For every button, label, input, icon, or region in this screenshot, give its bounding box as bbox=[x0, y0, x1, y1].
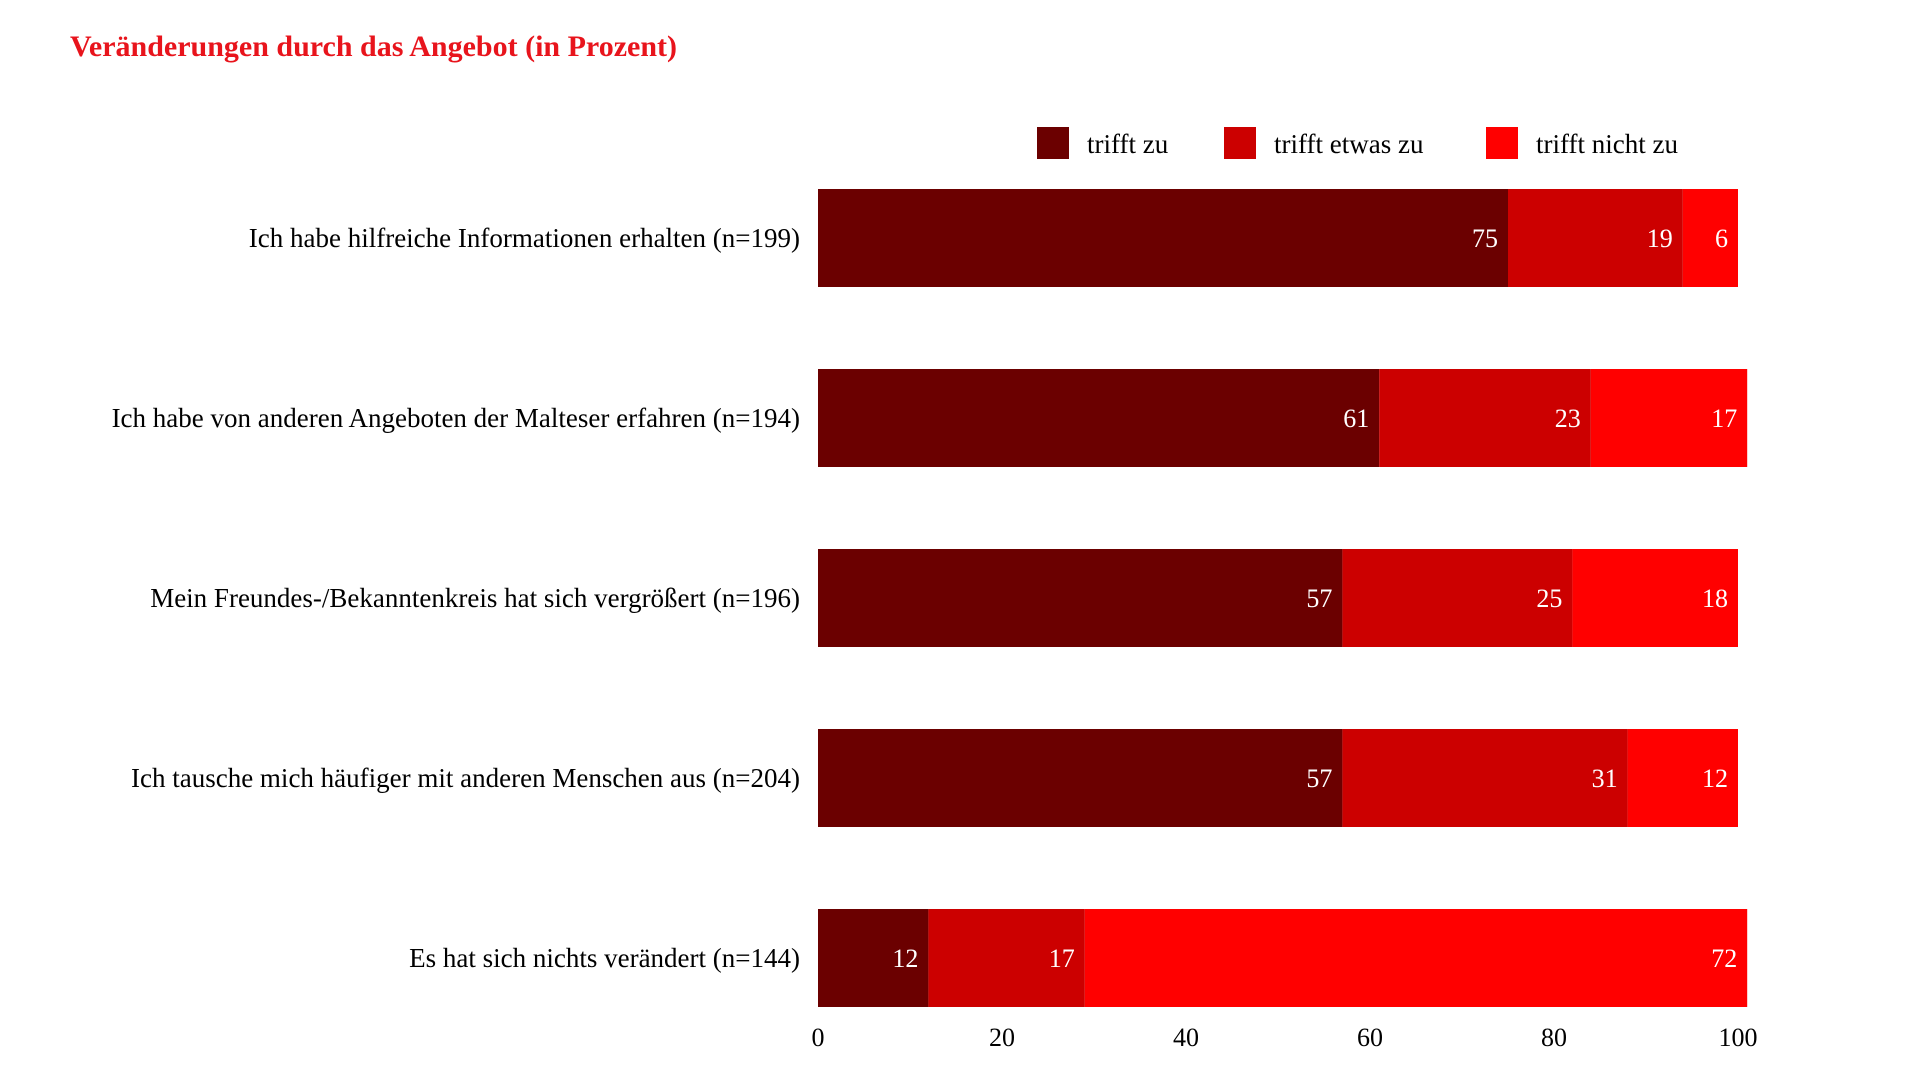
legend-swatch bbox=[1224, 127, 1256, 159]
x-axis: 0 20 40 60 80 100 bbox=[812, 1023, 1758, 1052]
category-label: Ich habe hilfreiche Informationen erhalt… bbox=[249, 223, 800, 253]
legend: trifft zu trifft etwas zu trifft nicht zu bbox=[1037, 127, 1678, 159]
data-label: 57 bbox=[1306, 764, 1332, 793]
data-label: 12 bbox=[1702, 764, 1728, 793]
data-label: 17 bbox=[1049, 944, 1075, 973]
data-label: 23 bbox=[1555, 404, 1581, 433]
bar-segment bbox=[1627, 729, 1738, 827]
bar-segment bbox=[928, 909, 1085, 1007]
data-label: 57 bbox=[1306, 584, 1332, 613]
legend-label: trifft nicht zu bbox=[1536, 129, 1678, 159]
x-tick-label: 20 bbox=[989, 1023, 1015, 1052]
bar-segment bbox=[1572, 549, 1738, 647]
legend-swatch bbox=[1486, 127, 1518, 159]
category-label: Mein Freundes-/Bekanntenkreis hat sich v… bbox=[150, 583, 800, 613]
x-tick-label: 100 bbox=[1719, 1023, 1758, 1052]
bar-segment bbox=[818, 729, 1343, 827]
bar-segment bbox=[1342, 549, 1573, 647]
bar-segment bbox=[1084, 909, 1748, 1007]
data-label: 6 bbox=[1715, 224, 1728, 253]
x-tick-label: 40 bbox=[1173, 1023, 1199, 1052]
data-label: 72 bbox=[1711, 944, 1737, 973]
bar-segment bbox=[818, 189, 1508, 287]
category-label: Ich tausche mich häufiger mit anderen Me… bbox=[131, 763, 800, 793]
data-label: 19 bbox=[1647, 224, 1673, 253]
data-label: 61 bbox=[1343, 404, 1369, 433]
category-label: Ich habe von anderen Angeboten der Malte… bbox=[112, 403, 800, 433]
bar-segment bbox=[818, 909, 929, 1007]
data-label: 12 bbox=[892, 944, 918, 973]
legend-label: trifft zu bbox=[1087, 129, 1169, 159]
chart-title: Veränderungen durch das Angebot (in Proz… bbox=[70, 30, 678, 63]
data-label: 25 bbox=[1536, 584, 1562, 613]
x-tick-label: 0 bbox=[812, 1023, 825, 1052]
bar-segment bbox=[1682, 189, 1738, 287]
bar-segment bbox=[1342, 729, 1628, 827]
category-label: Es hat sich nichts verändert (n=144) bbox=[409, 943, 800, 973]
data-label: 75 bbox=[1472, 224, 1498, 253]
legend-swatch bbox=[1037, 127, 1069, 159]
bar-segment bbox=[1508, 189, 1683, 287]
data-label: 17 bbox=[1711, 404, 1737, 433]
x-tick-label: 80 bbox=[1541, 1023, 1567, 1052]
bar-segment bbox=[1590, 369, 1748, 467]
x-tick-label: 60 bbox=[1357, 1023, 1383, 1052]
data-label: 31 bbox=[1592, 764, 1618, 793]
bar-segment bbox=[1379, 369, 1591, 467]
legend-label: trifft etwas zu bbox=[1274, 129, 1424, 159]
bar-segment bbox=[818, 549, 1343, 647]
data-label: 18 bbox=[1702, 584, 1728, 613]
bar-segment bbox=[818, 369, 1380, 467]
category-labels: Ich habe hilfreiche Informationen erhalt… bbox=[112, 223, 800, 973]
bars: 75 19 6 61 23 17 57 25 18 57 31 12 12 17 72 bbox=[818, 189, 1748, 1007]
